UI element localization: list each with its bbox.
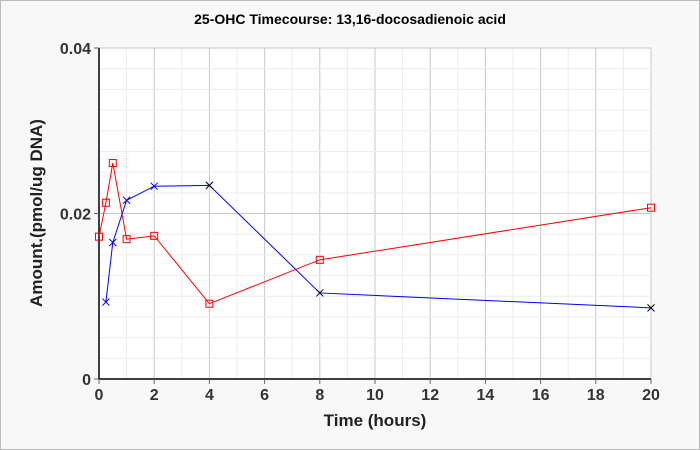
series-red-point xyxy=(95,232,103,241)
x-tick-label: 4 xyxy=(205,387,214,404)
series-red-point xyxy=(205,299,214,308)
grid xyxy=(99,47,652,379)
series-red-point xyxy=(108,159,117,168)
series-blue-point xyxy=(102,298,110,306)
series-blue-point xyxy=(647,303,655,312)
y-tick-label: 0 xyxy=(82,372,91,389)
x-tick-label: 20 xyxy=(642,387,660,404)
series-blue-point xyxy=(205,181,214,190)
marker-stroke xyxy=(205,181,214,190)
x-tick-label: 2 xyxy=(150,387,159,404)
chart-title: 25-OHC Timecourse: 13,16-docosadienoic a… xyxy=(194,11,506,27)
x-tick-label: 14 xyxy=(477,387,495,404)
series-blue-point xyxy=(122,196,131,205)
series-red-point xyxy=(101,198,110,207)
x-tick-label: 18 xyxy=(587,387,605,404)
series-red-point xyxy=(647,203,655,212)
series-red-point xyxy=(315,255,324,264)
series-layer xyxy=(95,159,655,312)
marker-stroke xyxy=(108,238,117,247)
y-tick-label: 0.04 xyxy=(60,41,91,58)
x-tick-label: 12 xyxy=(421,387,439,404)
marker-stroke xyxy=(102,298,110,306)
series-blue-point xyxy=(315,289,324,297)
x-tick-label: 10 xyxy=(366,387,384,404)
x-tick-label: 8 xyxy=(315,387,324,404)
series-blue-point xyxy=(108,238,117,247)
x-tick-label: 0 xyxy=(95,387,104,404)
series-red-point xyxy=(122,235,131,244)
series-blue-point xyxy=(150,182,159,191)
x-tick-label: 6 xyxy=(260,387,269,404)
axes: 0 2 4 6 8 10 12 14 16 18 20 0 0.02 0.04 xyxy=(60,41,660,404)
x-axis-label: Time (hours) xyxy=(324,411,427,430)
x-tick-label: 16 xyxy=(532,387,550,404)
series-red-point xyxy=(150,231,159,240)
y-tick-label: 0.02 xyxy=(60,207,91,224)
marker-stroke xyxy=(150,182,159,191)
marker-stroke xyxy=(122,196,131,205)
y-axis-label: Amount.(pmol/ug DNA) xyxy=(27,119,46,307)
marker-stroke xyxy=(315,289,324,297)
marker-stroke xyxy=(647,303,655,312)
series-red-line xyxy=(98,162,652,305)
